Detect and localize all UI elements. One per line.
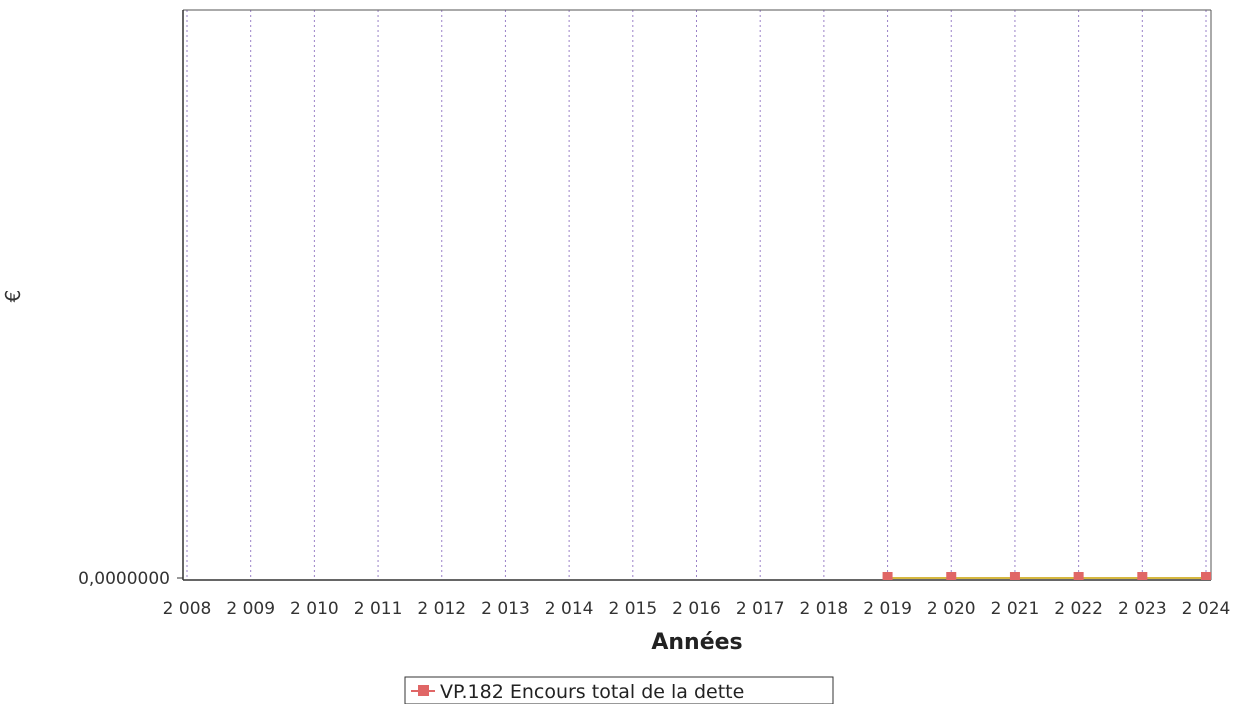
x-tick-labels: 2 008 2 009 2 010 2 011 2 012 2 013 2 014 2 015…: [163, 599, 1231, 619]
x-tick-label-11: 2 019: [863, 599, 912, 619]
x-tick-label-15: 2 023: [1118, 599, 1167, 619]
x-tick-label-8: 2 016: [672, 599, 721, 619]
x-tick-label-2: 2 010: [290, 599, 339, 619]
data-point-0-0: [882, 572, 893, 580]
data-point-0-5: [1201, 572, 1211, 580]
x-tick-label-1: 2 009: [226, 599, 275, 619]
y-axis-title: €: [1, 290, 25, 303]
x-tick-label-14: 2 022: [1054, 599, 1103, 619]
x-tick-label-12: 2 020: [927, 599, 976, 619]
x-tick-label-5: 2 013: [481, 599, 530, 619]
data-point-0-3: [1073, 572, 1084, 580]
data-point-0-4: [1137, 572, 1148, 580]
legend-label: VP.182 Encours total de la dette: [440, 681, 744, 703]
x-tick-label-4: 2 012: [417, 599, 466, 619]
legend-box: [404, 676, 834, 704]
x-tick-label-16: 2 024: [1182, 599, 1231, 619]
x-tick-label-10: 2 018: [800, 599, 849, 619]
x-tick-label-0: 2 008: [163, 599, 212, 619]
y-tick-label: 0,0000000: [78, 569, 170, 589]
data-point-0-2: [1009, 572, 1020, 580]
data-point-0-1: [946, 572, 957, 580]
x-tick-label-3: 2 011: [354, 599, 403, 619]
x-tick-label-7: 2 015: [608, 599, 657, 619]
grid-lines: [186, 10, 1207, 580]
x-axis-title: Années: [651, 630, 742, 655]
series-layer: [882, 572, 1211, 580]
legend-marker-swatch: [418, 685, 429, 696]
plot-background: [186, 10, 1210, 580]
x-tick-label-9: 2 017: [736, 599, 785, 619]
legend: VP.182 Encours total de la dette: [404, 676, 834, 704]
x-tick-label-6: 2 014: [545, 599, 594, 619]
x-tick-label-13: 2 021: [991, 599, 1040, 619]
